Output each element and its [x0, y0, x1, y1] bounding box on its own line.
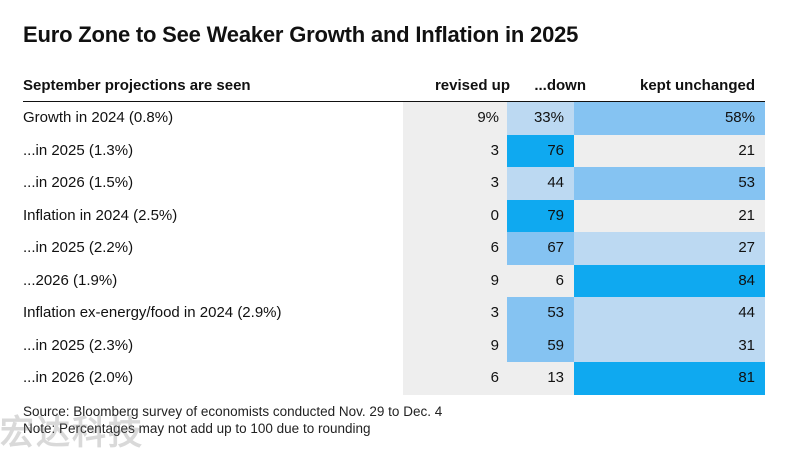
cell-kept-unchanged: 21 — [574, 134, 765, 167]
cell-kept-unchanged: 53 — [574, 167, 765, 200]
table-row: ...in 2025 (2.3%) 9 59 31 — [23, 329, 765, 362]
table-row: ...in 2025 (1.3%) 3 76 21 — [23, 134, 765, 167]
row-label: ...in 2025 (1.3%) — [23, 141, 134, 159]
source-note: Source: Bloomberg survey of economists c… — [23, 404, 443, 419]
cell-kept-unchanged: 21 — [574, 199, 765, 232]
table-row: ...in 2026 (1.5%) 3 44 53 — [23, 167, 765, 200]
cell-revised-down: 79 — [507, 199, 574, 232]
table-row: Inflation in 2024 (2.5%) 0 79 21 — [23, 199, 765, 232]
cell-revised-down: 44 — [507, 167, 574, 200]
cell-revised-up: 3 — [403, 167, 507, 200]
chart-title: Euro Zone to See Weaker Growth and Infla… — [23, 22, 579, 47]
row-label: Growth in 2024 (0.8%) — [23, 109, 174, 126]
cell-revised-down: 67 — [507, 232, 574, 265]
header-revised-up: revised up — [434, 77, 510, 94]
header-revised-down: ...down — [534, 77, 586, 94]
table-row: Growth in 2024 (0.8%) 9% 33% 58% — [23, 102, 765, 135]
cell-revised-up: 0 — [403, 199, 507, 232]
table-body: Growth in 2024 (0.8%) 9% 33% 58% ...in 2025 … — [23, 102, 765, 395]
cell-kept-unchanged: 31 — [574, 329, 765, 362]
cell-revised-up: 6 — [403, 362, 507, 395]
row-label: Inflation ex-energy/food in 2024 (2.9%) — [23, 304, 282, 321]
cell-kept-unchanged: 58% — [574, 102, 765, 135]
cell-kept-unchanged: 84 — [574, 264, 765, 297]
rounding-note: Note: Percentages may not add up to 100 … — [23, 421, 371, 436]
table-row: ...in 2026 (2.0%) 6 13 81 — [23, 362, 765, 395]
cell-revised-up: 9% — [403, 102, 507, 135]
cell-kept-unchanged: 44 — [574, 297, 765, 330]
row-label: ...2026 (1.9%) — [23, 271, 118, 289]
cell-revised-down: 6 — [507, 264, 574, 297]
cell-revised-up: 6 — [403, 232, 507, 265]
cell-revised-up: 9 — [403, 329, 507, 362]
cell-revised-up: 3 — [403, 297, 507, 330]
row-label: Inflation in 2024 (2.5%) — [23, 206, 178, 224]
cell-kept-unchanged: 27 — [574, 232, 765, 265]
table-row: Inflation ex-energy/food in 2024 (2.9%) 3… — [23, 297, 765, 330]
cell-revised-down: 53 — [507, 297, 574, 330]
cell-revised-up: 9 — [403, 264, 507, 297]
cell-kept-unchanged: 81 — [574, 362, 765, 395]
watermark-logo: 宏达科技 — [0, 413, 144, 453]
table-header: September projections are seen revised u… — [23, 70, 765, 102]
cell-revised-up: 3 — [403, 134, 507, 167]
row-label: ...in 2025 (2.3%) — [23, 336, 134, 354]
row-label: ...in 2025 (2.2%) — [23, 239, 134, 256]
cell-revised-down: 59 — [507, 329, 574, 362]
cell-revised-down: 33% — [507, 102, 574, 135]
cell-revised-down: 13 — [507, 362, 574, 395]
row-label: ...in 2026 (1.5%) — [23, 174, 134, 191]
table-row: ...2026 (1.9%) 9 6 84 — [23, 264, 765, 297]
row-label: ...in 2026 (2.0%) — [23, 369, 134, 386]
data-table: September projections are seen revised u… — [23, 70, 765, 395]
cell-revised-down: 76 — [507, 134, 574, 167]
table-row: ...in 2025 (2.2%) 6 67 27 — [23, 232, 765, 265]
chart-footer: Source: Bloomberg survey of economists c… — [23, 403, 442, 437]
header-label: September projections are seen — [23, 77, 251, 94]
header-kept-unchanged: kept unchanged — [639, 77, 755, 94]
